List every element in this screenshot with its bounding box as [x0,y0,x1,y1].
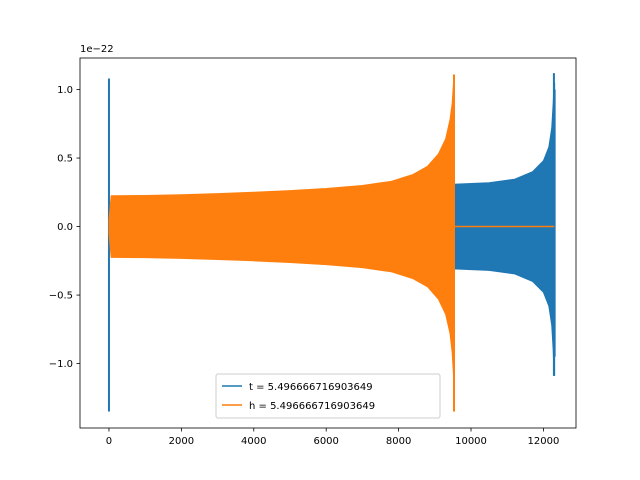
y-tick-label: −0.5 [49,291,73,302]
y-offset-label: 1e−22 [80,44,114,55]
legend: t = 5.496666716903649 h = 5.4966667169036… [215,373,441,419]
x-tick-label: 0 [106,436,112,447]
y-tick-label: 1.0 [57,85,73,96]
y-tick-label: 0.0 [57,222,73,233]
legend-label-1: h = 5.496666716903649 [249,401,375,412]
x-tick-label: 4000 [241,436,266,447]
y-tick-label: 0.5 [57,154,73,165]
x-tick-label: 2000 [169,436,194,447]
x-axis: 0 2000 4000 6000 8000 10000 12000 [106,428,560,447]
legend-box [215,373,441,419]
x-tick-label: 6000 [313,436,338,447]
x-tick-label: 8000 [386,436,411,447]
series-1-band [108,74,455,412]
legend-label-0: t = 5.496666716903649 [249,382,373,393]
series-layer [107,73,556,412]
y-axis: −1.0 −0.5 0.0 0.5 1.0 [49,85,80,370]
x-tick-label: 10000 [455,436,487,447]
y-tick-label: −1.0 [49,359,73,370]
x-tick-label: 12000 [528,436,560,447]
plot-frame [79,57,577,429]
